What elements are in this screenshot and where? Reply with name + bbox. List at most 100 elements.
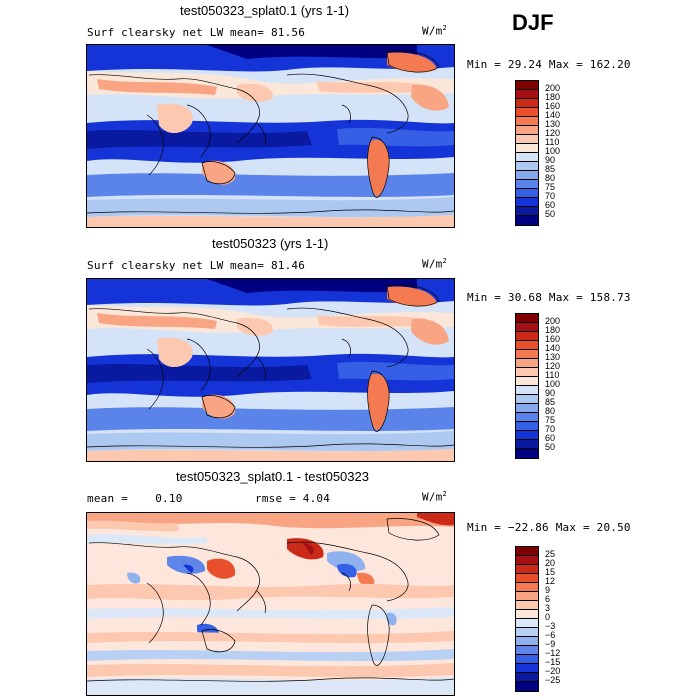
colorbar-swatch: [516, 350, 538, 359]
colorbar-swatch: [516, 314, 538, 323]
colorbar-level-label: −15: [545, 657, 561, 667]
colorbar-level-label: 100: [545, 379, 561, 389]
colorbar-level-label: 120: [545, 361, 561, 371]
colorbar-level-label: 60: [545, 200, 556, 210]
colorbar-level-label: 110: [545, 137, 560, 147]
colorbar-swatch: [516, 341, 538, 350]
panel2-range: Min = 30.68 Max = 158.73: [467, 291, 631, 304]
panel2-colorbar: [515, 313, 539, 459]
panel3-range: Min = −22.86 Max = 20.50: [467, 521, 631, 534]
panel3-colorbar-labels: 25 20 15 12 9 6 3 0 −3 −6 −9 −12 −15 −20 −25: [545, 546, 585, 690]
colorbar-level-label: 140: [545, 343, 561, 353]
colorbar-level-label: 130: [545, 352, 561, 362]
panel2-map: [86, 278, 455, 462]
colorbar-level-label: 130: [545, 119, 561, 129]
colorbar-swatch: [516, 422, 538, 431]
panel2-units-base: W/m: [422, 257, 443, 271]
colorbar-swatch: [516, 126, 538, 135]
colorbar-level-label: 200: [545, 83, 561, 93]
colorbar-swatch: [516, 565, 538, 574]
panel3-units: W/m2: [422, 490, 447, 504]
panel1-units: W/m2: [422, 24, 447, 38]
panel1-units-exp: 2: [442, 24, 447, 32]
colorbar-level-label: −9: [545, 639, 556, 649]
colorbar-swatch: [516, 404, 538, 413]
colorbar-level-label: 90: [545, 155, 556, 165]
colorbar-level-label: 110: [545, 370, 560, 380]
panel2-colorbar-labels: 200 180 160 140 130 120 110 100 90 85 80 75 70 60 50: [545, 313, 585, 457]
colorbar-swatch: [516, 395, 538, 404]
panel1-stat-value: 81.56: [270, 26, 306, 39]
colorbar-swatch: [516, 547, 538, 556]
colorbar-level-label: 20: [545, 558, 556, 568]
colorbar-swatch: [516, 592, 538, 601]
panel1-map-svg: [87, 45, 454, 227]
colorbar-level-label: 140: [545, 110, 561, 120]
panel2-stat-label: mean=: [230, 259, 265, 272]
colorbar-level-label: 160: [545, 101, 561, 111]
colorbar-swatch: [516, 162, 538, 171]
colorbar-swatch: [516, 682, 538, 691]
colorbar-swatch: [516, 377, 538, 386]
colorbar-level-label: 180: [545, 92, 561, 102]
colorbar-swatch: [516, 637, 538, 646]
colorbar-swatch: [516, 144, 538, 153]
panel3-stat: rmse = 4.04: [255, 492, 330, 505]
colorbar-swatch: [516, 135, 538, 144]
colorbar-swatch: [516, 207, 538, 216]
panel2-title: test050323 (yrs 1-1): [212, 236, 329, 251]
colorbar-level-label: −25: [545, 675, 561, 685]
colorbar-level-label: 6: [545, 594, 551, 604]
colorbar-level-label: 15: [545, 567, 556, 577]
colorbar-level-label: 85: [545, 164, 556, 174]
panel1-colorbar-labels: 200 180 160 140 130 120 110 100 90 85 80 75 70 60 50: [545, 80, 585, 224]
panel3-map-svg: [87, 513, 454, 695]
colorbar-level-label: 90: [545, 388, 556, 398]
panel3-stat-value: 4.04: [302, 492, 331, 505]
colorbar-level-label: 180: [545, 325, 561, 335]
colorbar-level-label: −20: [545, 666, 561, 676]
colorbar-swatch: [516, 440, 538, 449]
panel3-title: test050323_splat0.1 - test050323: [176, 469, 369, 484]
colorbar-swatch: [516, 673, 538, 682]
colorbar-swatch: [516, 628, 538, 637]
colorbar-level-label: 50: [545, 442, 556, 452]
panel2-units: W/m2: [422, 257, 447, 271]
colorbar-swatch: [516, 646, 538, 655]
panel3-units-exp: 2: [442, 490, 447, 498]
colorbar-level-label: 3: [545, 603, 551, 613]
colorbar-swatch: [516, 171, 538, 180]
panel1-variable-label: Surf clearsky net LW: [87, 26, 224, 39]
colorbar-swatch: [516, 180, 538, 189]
colorbar-swatch: [516, 189, 538, 198]
colorbar-swatch: [516, 386, 538, 395]
colorbar-level-label: 0: [545, 612, 551, 622]
colorbar-level-label: 75: [545, 415, 556, 425]
panel1-units-base: W/m: [422, 24, 443, 38]
panel3-stat-label: rmse =: [255, 492, 296, 505]
panel3-map: [86, 512, 455, 696]
colorbar-swatch: [516, 601, 538, 610]
panel2-variable-label: Surf clearsky net LW: [87, 259, 224, 272]
colorbar-level-label: 70: [545, 424, 556, 434]
colorbar-level-label: 25: [545, 549, 556, 559]
colorbar-level-label: 9: [545, 585, 551, 595]
colorbar-swatch: [516, 449, 538, 458]
colorbar-swatch: [516, 323, 538, 332]
colorbar-swatch: [516, 117, 538, 126]
colorbar-swatch: [516, 216, 538, 225]
colorbar-level-label: 200: [545, 316, 561, 326]
colorbar-level-label: 80: [545, 406, 556, 416]
colorbar-swatch: [516, 583, 538, 592]
colorbar-swatch: [516, 368, 538, 377]
colorbar-swatch: [516, 198, 538, 207]
colorbar-swatch: [516, 153, 538, 162]
colorbar-swatch: [516, 81, 538, 90]
panel2-units-exp: 2: [442, 257, 447, 265]
panel2-map-svg: [87, 279, 454, 461]
colorbar-swatch: [516, 619, 538, 628]
colorbar-level-label: 75: [545, 182, 556, 192]
colorbar-level-label: 120: [545, 128, 561, 138]
colorbar-level-label: −12: [545, 648, 561, 658]
colorbar-swatch: [516, 99, 538, 108]
